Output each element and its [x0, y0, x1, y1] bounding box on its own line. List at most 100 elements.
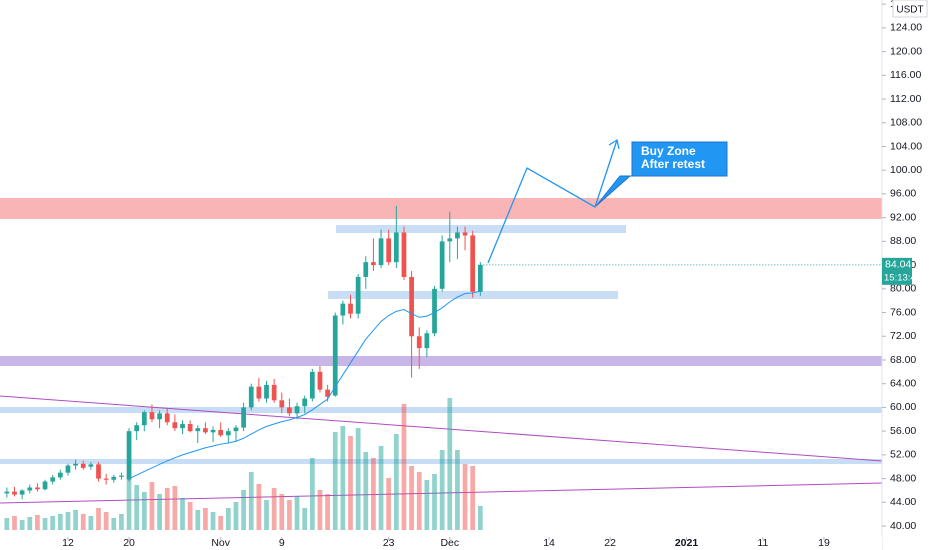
overlay: Buy Zone After retest — [487, 138, 728, 264]
volume-bar — [103, 512, 109, 530]
candle-body — [157, 413, 162, 420]
candle-body — [4, 491, 10, 494]
candle-body — [332, 315, 338, 396]
currency: USDT — [896, 5, 923, 16]
countdown: 15:13:41 — [884, 272, 921, 283]
candle-body — [302, 398, 308, 407]
y-tick-label: 92.00 — [890, 211, 916, 223]
volume-bar — [332, 432, 338, 530]
last-price: 84.04 — [885, 259, 911, 271]
volume-bar — [4, 518, 10, 530]
volume-bar — [141, 492, 147, 530]
candle-body — [65, 465, 71, 473]
candle-body — [141, 412, 147, 426]
candle-body — [363, 262, 369, 277]
volume-bar — [424, 480, 430, 530]
candle-body — [73, 463, 78, 466]
y-tick-label: 52.00 — [890, 449, 916, 461]
volume-bar — [12, 516, 17, 530]
volume-bar — [225, 508, 231, 530]
volume-bar — [462, 464, 468, 530]
candle-body — [386, 238, 392, 263]
candle-body — [80, 463, 86, 468]
annotation: After retest — [641, 157, 705, 171]
candle-body — [57, 472, 63, 478]
volume-bar — [210, 512, 216, 530]
volume-bar — [386, 478, 392, 530]
y-tick-label: 96.00 — [890, 188, 916, 200]
volume-bar — [27, 517, 33, 530]
candle-body — [287, 407, 292, 414]
candle-body — [119, 475, 124, 477]
volume-bar — [19, 520, 25, 530]
candle-body — [50, 477, 56, 482]
resistance-zone — [0, 198, 882, 219]
candle-body — [325, 389, 330, 397]
candle-body — [355, 276, 361, 314]
volume-bar — [470, 466, 476, 530]
candle-body — [432, 288, 437, 334]
volume-bar — [126, 480, 132, 530]
volume-bar — [50, 516, 56, 530]
volume-bar — [287, 500, 292, 530]
volume-bar — [348, 436, 353, 530]
x-tick-label: 22 — [604, 537, 616, 549]
candle-body — [439, 241, 445, 289]
volume-bar — [439, 450, 445, 530]
y-tick-label: 56.00 — [890, 425, 916, 437]
y-tick-label: 120.00 — [890, 45, 922, 57]
candle-body — [233, 427, 239, 432]
volume-bar — [203, 508, 208, 530]
candle-body — [401, 232, 407, 277]
x-tick-label: Dec — [440, 537, 459, 549]
candles — [4, 205, 483, 500]
volume-bar — [88, 516, 94, 530]
candle-body — [409, 276, 414, 337]
candle-body — [27, 487, 33, 491]
candle-body — [42, 481, 48, 490]
candle-body — [149, 412, 155, 420]
volume-bar — [432, 474, 437, 530]
candle-body — [195, 428, 201, 432]
range-top-zone — [336, 225, 626, 233]
y-tick-label: 60.00 — [890, 401, 916, 413]
candle-body — [416, 336, 422, 349]
trendline — [0, 395, 883, 462]
x-tick-label: Nov — [211, 537, 230, 549]
y-tick-label: 116.00 — [890, 69, 921, 81]
volume-bar — [80, 514, 86, 530]
annotation: Buy Zone — [641, 144, 696, 158]
candle-body — [210, 429, 216, 433]
volume-bar — [363, 452, 369, 530]
candle-body — [12, 491, 17, 495]
candle-body — [371, 262, 376, 266]
candle-body — [256, 386, 262, 399]
candle-body — [88, 464, 94, 467]
candle-body — [164, 413, 170, 423]
volume-bar — [340, 426, 346, 530]
y-tick-label: 80.00 — [890, 283, 916, 295]
y-tick-label: 108.00 — [890, 117, 922, 129]
y-tick-label: 72.00 — [890, 330, 916, 342]
y-tick-label: 112.00 — [890, 93, 921, 105]
x-tick-label: 12 — [62, 537, 74, 549]
volume-bar — [96, 508, 101, 530]
candle-body — [203, 428, 208, 433]
candle-body — [294, 406, 300, 414]
y-tick-label: 48.00 — [890, 472, 916, 484]
candle-body — [462, 232, 468, 236]
y-tick-label: 100.00 — [890, 164, 922, 176]
volume-bar — [309, 458, 315, 530]
volume-bar — [111, 518, 117, 530]
candle-body — [348, 303, 353, 314]
candle-body — [248, 386, 254, 408]
volume-bar — [409, 466, 414, 530]
candle-body — [317, 371, 323, 390]
volume — [4, 398, 483, 530]
volume-bar — [393, 434, 399, 530]
candle-body — [447, 238, 453, 242]
volume-bar — [164, 488, 170, 530]
